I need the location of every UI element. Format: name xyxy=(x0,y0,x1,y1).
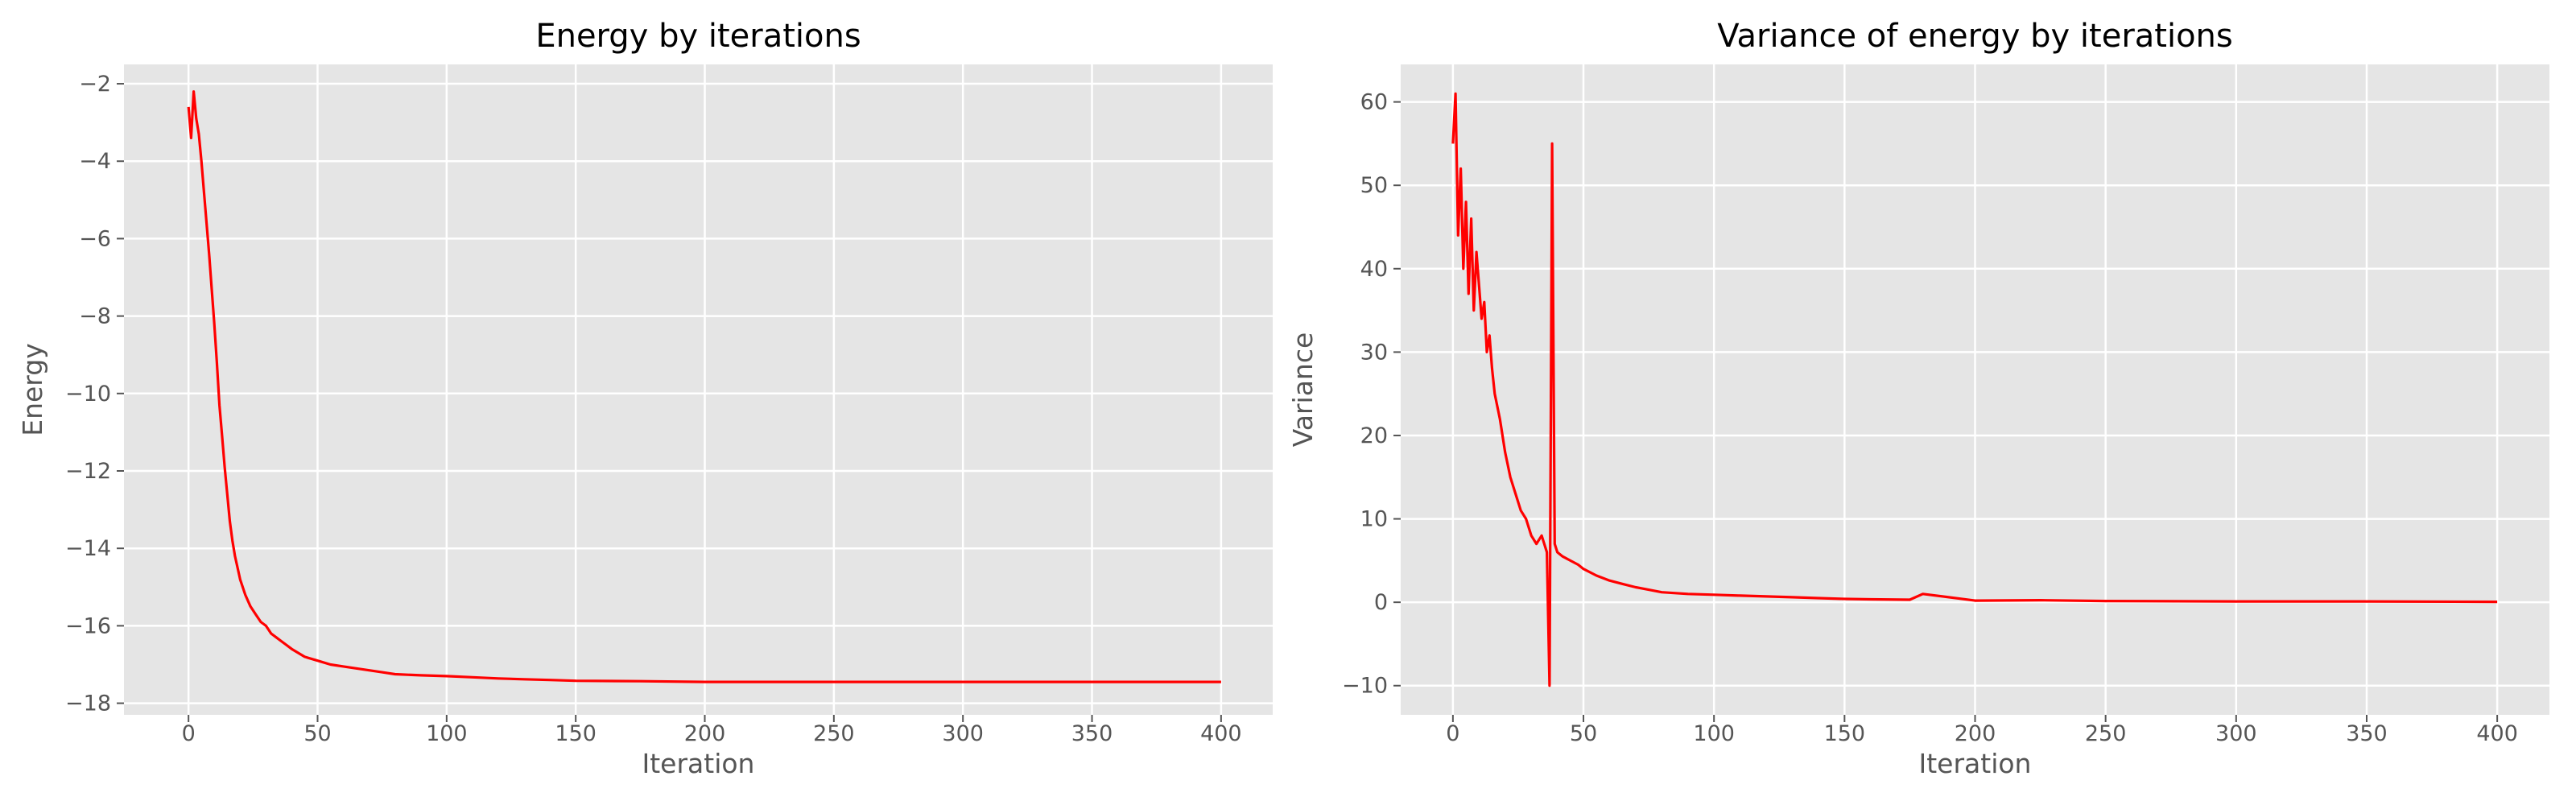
energy-chart: 0 50 100 150 200 250 300 350 400 −18 −16 −14 −12 −10 −… xyxy=(17,18,1273,779)
x-tick-label: 100 xyxy=(1693,721,1735,746)
x-tick-label: 0 xyxy=(182,721,196,746)
x-tick-label: 400 xyxy=(2476,721,2518,746)
x-tick-label: 100 xyxy=(426,721,468,746)
y-tick-label: −10 xyxy=(1342,674,1388,699)
x-tick-label: 350 xyxy=(1071,721,1113,746)
x-tick-label: 300 xyxy=(942,721,984,746)
y-tick-label: −12 xyxy=(65,459,111,484)
y-tick-label: −16 xyxy=(65,613,111,638)
x-tick-label: 250 xyxy=(2085,721,2127,746)
chart-title: Energy by iterations xyxy=(535,18,861,55)
y-tick-label: −14 xyxy=(65,536,111,561)
x-axis-label: Iteration xyxy=(1919,748,2032,779)
series-line xyxy=(1451,92,2498,687)
y-tick-label: −8 xyxy=(79,304,111,329)
y-tick-label: −10 xyxy=(65,382,111,407)
y-tick-label: −18 xyxy=(65,691,111,716)
x-tick-label: 150 xyxy=(1824,721,1866,746)
y-tick-label: −6 xyxy=(79,226,111,251)
y-tick-label: −4 xyxy=(79,149,111,174)
y-tick-label: 20 xyxy=(1360,423,1388,448)
x-axis-label: Iteration xyxy=(642,748,755,779)
x-tick-label: 350 xyxy=(2346,721,2388,746)
chart-title: Variance of energy by iterations xyxy=(1717,18,2232,55)
x-tick-label: 0 xyxy=(1446,721,1459,746)
series-line xyxy=(187,90,1221,683)
x-tick-label: 250 xyxy=(813,721,855,746)
y-tick-label: 30 xyxy=(1360,340,1388,365)
plot-area xyxy=(124,64,1273,715)
y-tick-label: 50 xyxy=(1360,173,1388,198)
x-tick-label: 50 xyxy=(303,721,331,746)
x-tick-label: 150 xyxy=(555,721,597,746)
x-tick-label: 200 xyxy=(684,721,726,746)
x-tick-label: 400 xyxy=(1200,721,1242,746)
y-tick-label: 0 xyxy=(1374,590,1388,615)
x-tick-label: 200 xyxy=(1955,721,1996,746)
y-tick-label: 10 xyxy=(1360,507,1388,532)
y-tick-label: 60 xyxy=(1360,90,1388,115)
x-tick-label: 50 xyxy=(1570,721,1597,746)
x-tick-label: 300 xyxy=(2215,721,2257,746)
y-axis-label: Energy xyxy=(17,343,48,436)
y-tick-label: 40 xyxy=(1360,257,1388,282)
y-axis-label: Variance xyxy=(1287,332,1319,448)
variance-chart: 0 50 100 150 200 250 300 350 400 −10 0 10 20 30 40 50 60… xyxy=(1287,18,2549,779)
y-tick-label: −2 xyxy=(79,72,111,97)
